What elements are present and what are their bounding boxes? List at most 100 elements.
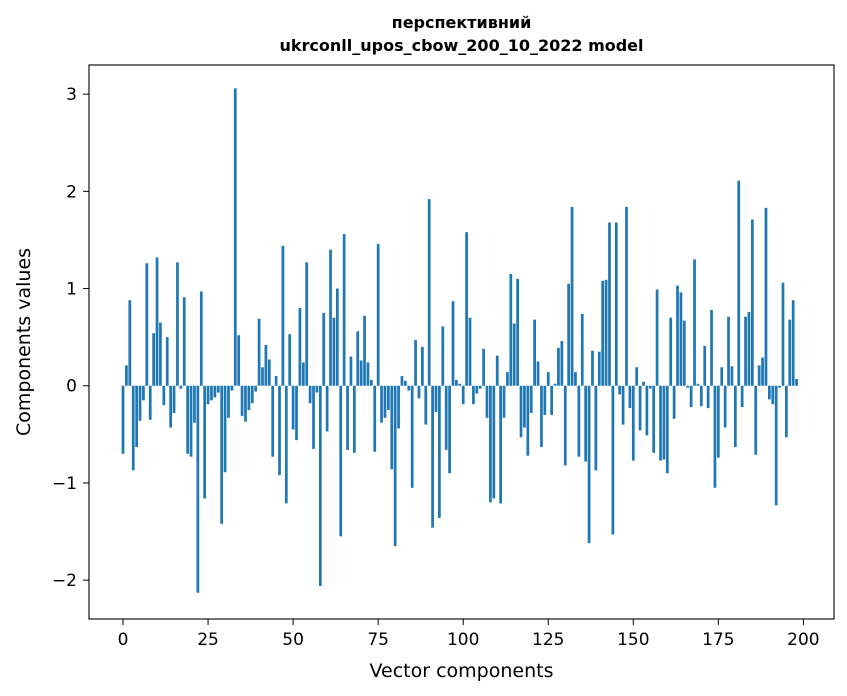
x-tick-label: 200 [787, 630, 819, 650]
bar [781, 282, 785, 386]
x-tick-label: 0 [118, 630, 129, 650]
bar [679, 292, 683, 386]
bar [669, 317, 673, 386]
bar [172, 385, 176, 413]
bar [254, 385, 258, 392]
bar [257, 318, 261, 386]
bar [169, 385, 173, 428]
bar [754, 385, 758, 455]
bar [434, 385, 438, 412]
bar [312, 385, 315, 449]
y-axis-label: Components values [13, 248, 35, 436]
bar [587, 385, 591, 544]
bar [407, 385, 411, 391]
bar [761, 357, 764, 386]
bar [278, 385, 281, 476]
bar [472, 385, 475, 405]
bar [335, 288, 339, 386]
bar [455, 379, 458, 386]
bar [720, 367, 724, 386]
bar [628, 385, 632, 409]
bar [645, 385, 649, 436]
bar [506, 372, 509, 386]
x-axis-label: Vector components [370, 660, 554, 682]
bar [400, 376, 404, 386]
bar [261, 367, 264, 386]
bar [710, 309, 713, 386]
bar [516, 278, 519, 386]
bar [553, 383, 557, 386]
bar [383, 385, 387, 418]
bar [339, 385, 343, 537]
bar [298, 307, 302, 386]
bar [557, 347, 560, 386]
bar [655, 289, 659, 386]
bar [495, 355, 499, 386]
bar [478, 385, 482, 389]
bar [189, 385, 193, 457]
bar [182, 297, 186, 386]
bar [727, 316, 730, 386]
bar [322, 312, 326, 386]
bar [237, 335, 241, 386]
bar [424, 385, 428, 425]
bar [135, 385, 138, 447]
bar [152, 333, 155, 386]
bar [206, 385, 210, 405]
bar [577, 385, 581, 457]
bar [703, 345, 707, 386]
bar [451, 301, 455, 386]
bar [244, 385, 247, 422]
bar [138, 385, 142, 421]
bar [155, 257, 159, 386]
bar [608, 222, 611, 386]
x-axis: 0 25 50 75 100 125 150 175 200 [118, 619, 820, 650]
x-tick-label: 100 [447, 630, 479, 650]
bar [199, 291, 203, 386]
bar [363, 315, 366, 386]
bar [203, 385, 207, 499]
bar [788, 319, 792, 386]
bar [410, 385, 414, 488]
bar [601, 280, 605, 386]
bar [682, 320, 686, 386]
chart-title-line-1: перспективний [392, 13, 532, 32]
bar [672, 385, 676, 419]
bar [665, 385, 669, 474]
bar [631, 385, 635, 461]
y-tick-label: 0 [66, 377, 77, 397]
bar [584, 385, 588, 462]
bar [523, 385, 526, 428]
bar [414, 340, 417, 386]
bar [764, 207, 768, 386]
bar [686, 385, 690, 388]
bar [730, 366, 734, 386]
x-tick-label: 125 [532, 630, 564, 650]
bar [404, 380, 407, 386]
bar [427, 199, 431, 386]
bar-series [121, 88, 798, 593]
y-tick-label: −1 [52, 474, 77, 494]
bar [230, 385, 234, 391]
bar [196, 385, 200, 593]
x-tick-label: 50 [282, 630, 304, 650]
bar [250, 385, 254, 404]
bar [591, 350, 594, 386]
bar [652, 385, 656, 453]
bar [676, 285, 679, 386]
bar [390, 385, 394, 470]
bar [768, 385, 771, 400]
bar [699, 385, 703, 407]
bar [393, 385, 397, 547]
bar [148, 385, 152, 420]
bar [271, 385, 275, 457]
bar [750, 219, 754, 386]
x-tick-label: 25 [197, 630, 219, 650]
bar [642, 381, 645, 386]
bar [536, 361, 540, 386]
bar [492, 385, 496, 499]
bar [744, 316, 747, 386]
bar [216, 385, 220, 393]
bar [179, 385, 183, 389]
bar [223, 385, 227, 473]
